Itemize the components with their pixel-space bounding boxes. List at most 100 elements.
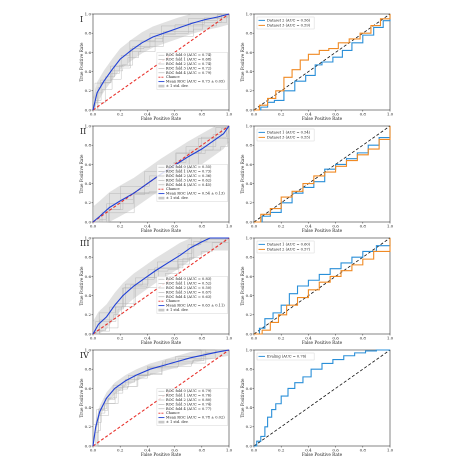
y-tick-label: 0.4 [85, 181, 92, 186]
legend-entry: Dataset 1 (AUC = 0.60) [267, 243, 311, 247]
legend-entry: Chance [166, 411, 180, 415]
legend-box [156, 388, 228, 426]
legend-entry: ROC fold 3 (AUC = 0.67) [166, 290, 212, 294]
legend-entry: ROC fold 4 (AUC = 0.45) [166, 183, 212, 187]
roc-fold-line [93, 13, 229, 111]
x-tick-label: 1.0 [226, 224, 233, 229]
x-tick-label: 0.8 [360, 112, 367, 117]
chance-line [92, 237, 230, 335]
x-axis-label: False Positive Rate [141, 452, 182, 457]
legend-entry: ROC fold 2 (AUC = 0.74) [166, 62, 212, 66]
x-tick-label: 0.2 [117, 336, 124, 341]
legend-entry: Dataset 1 (AUC = 0.54) [267, 131, 311, 135]
y-tick-label: 0.2 [246, 424, 253, 429]
x-tick-label: 0.6 [332, 224, 339, 229]
legend-entry: ROC fold 3 (AUC = 0.74) [166, 402, 212, 406]
x-tick-label: 0.6 [171, 112, 178, 117]
y-axis-label: True Positive Rate [79, 154, 84, 194]
y-tick-label: 1.0 [85, 235, 92, 240]
roc-fold-line [93, 349, 229, 447]
x-axis-label: False Positive Rate [141, 228, 182, 233]
x-tick-label: 0.2 [278, 448, 285, 453]
y-tick-label: 0.8 [85, 255, 92, 260]
chart-panel: 0.0 0.2 0.4 0.6 0.8 1.0 0.0 0.2 0.4 0.6 0.8 1.0 Fals… [240, 235, 394, 345]
x-axis-label: False Positive Rate [141, 116, 182, 121]
chance-line [92, 349, 230, 447]
x-axis-label: False Positive Rate [302, 228, 343, 233]
y-tick-label: 0.2 [246, 312, 253, 317]
chart-panel: 0.0 0.2 0.4 0.6 0.8 1.0 0.0 0.2 0.4 0.6 0.8 1.0 Fals… [79, 11, 233, 121]
roc-fold-line [93, 13, 229, 111]
legend-entry: ROC fold 3 (AUC = 0.72) [166, 66, 212, 70]
legend-entry: ROC fold 0 (AUC = 0.83) [166, 277, 212, 281]
x-tick-label: 1.0 [226, 112, 233, 117]
y-tick-label: 0.0 [246, 219, 253, 224]
legend-entry: ROC fold 1 (AUC = 0.52) [166, 282, 212, 286]
row-label: II [80, 127, 86, 136]
x-tick-label: 1.0 [226, 336, 233, 341]
roc-series-line [254, 349, 390, 447]
legend-entry: ± 1 std. dev. [166, 308, 189, 312]
y-tick-label: 0.0 [246, 331, 253, 336]
x-tick-label: 0.4 [305, 224, 312, 229]
x-tick-label: 0.6 [332, 448, 339, 453]
roc-series-line [254, 126, 391, 223]
y-tick-label: 0.8 [85, 31, 92, 36]
legend-entry: ROC fold 2 (AUC = 0.36) [166, 174, 212, 178]
y-tick-label: 0.8 [85, 143, 92, 148]
y-tick-label: 0.6 [85, 274, 92, 279]
y-tick-label: 1.0 [85, 123, 92, 128]
y-axis-label: True Positive Rate [240, 266, 245, 306]
legend-box [256, 16, 315, 30]
x-tick-label: 0.8 [199, 448, 206, 453]
legend-entry: Dataset 2 (AUC = 0.56) [267, 19, 311, 23]
legend-entry: Dataset 3 (AUC = 0.55) [267, 136, 311, 140]
y-tick-label: 1.0 [246, 235, 253, 240]
y-tick-label: 1.0 [85, 347, 92, 352]
y-axis-label: True Positive Rate [79, 266, 84, 306]
legend-entry: ROC fold 0 (AUC = 0.79) [166, 389, 212, 393]
legend-box [256, 128, 315, 142]
x-tick-label: 0.2 [278, 336, 285, 341]
legend-entry: Mean ROC (AUC = 0.73 ± 0.05) [166, 80, 225, 84]
x-tick-label: 0.2 [117, 112, 124, 117]
chart-panel: 0.0 0.2 0.4 0.6 0.8 1.0 0.0 0.2 0.4 0.6 0.8 1.0 Fals… [79, 235, 233, 345]
y-tick-label: 0.8 [246, 367, 253, 372]
x-tick-label: 0.2 [117, 448, 124, 453]
y-tick-label: 0.6 [246, 50, 253, 55]
legend-box [256, 352, 315, 361]
y-tick-label: 0.2 [85, 88, 92, 93]
y-axis-label: True Positive Rate [79, 378, 84, 418]
y-tick-label: 1.0 [246, 11, 253, 16]
y-tick-label: 0.4 [85, 69, 92, 74]
x-tick-label: 1.0 [387, 112, 394, 117]
x-tick-label: 0.4 [144, 448, 151, 453]
chart-panel: 0.0 0.2 0.4 0.6 0.8 1.0 0.0 0.2 0.4 0.6 0.8 1.0 Fals… [240, 347, 394, 457]
y-tick-label: 0.2 [85, 200, 92, 205]
y-tick-label: 0.4 [85, 293, 92, 298]
roc-fold-line [93, 13, 229, 111]
x-axis-label: False Positive Rate [141, 340, 182, 345]
legend-entry: Chance [166, 299, 180, 303]
x-tick-label: 0.8 [199, 112, 206, 117]
x-tick-label: 0.6 [171, 448, 178, 453]
legend-entry: ROC fold 0 (AUC = 0.55) [166, 165, 212, 169]
y-tick-label: 0.6 [246, 274, 253, 279]
x-tick-label: 1.0 [387, 224, 394, 229]
legend-swatch [158, 308, 165, 312]
legend-swatch [158, 84, 165, 88]
y-tick-label: 0.6 [246, 162, 253, 167]
roc-fold-line [92, 349, 229, 446]
x-axis-label: False Positive Rate [302, 452, 343, 457]
y-tick-label: 0.6 [85, 162, 92, 167]
x-tick-label: 0.4 [305, 336, 312, 341]
x-tick-label: 0.0 [251, 224, 258, 229]
legend-entry: ROC fold 2 (AUC = 0.50) [166, 286, 212, 290]
chance-line [92, 13, 230, 111]
x-tick-label: 1.0 [387, 448, 394, 453]
x-tick-label: 0.6 [171, 224, 178, 229]
roc-fold-line [93, 14, 230, 111]
chance-line [253, 125, 391, 223]
mean-roc-line [92, 349, 230, 447]
x-tick-label: 0.8 [199, 336, 206, 341]
